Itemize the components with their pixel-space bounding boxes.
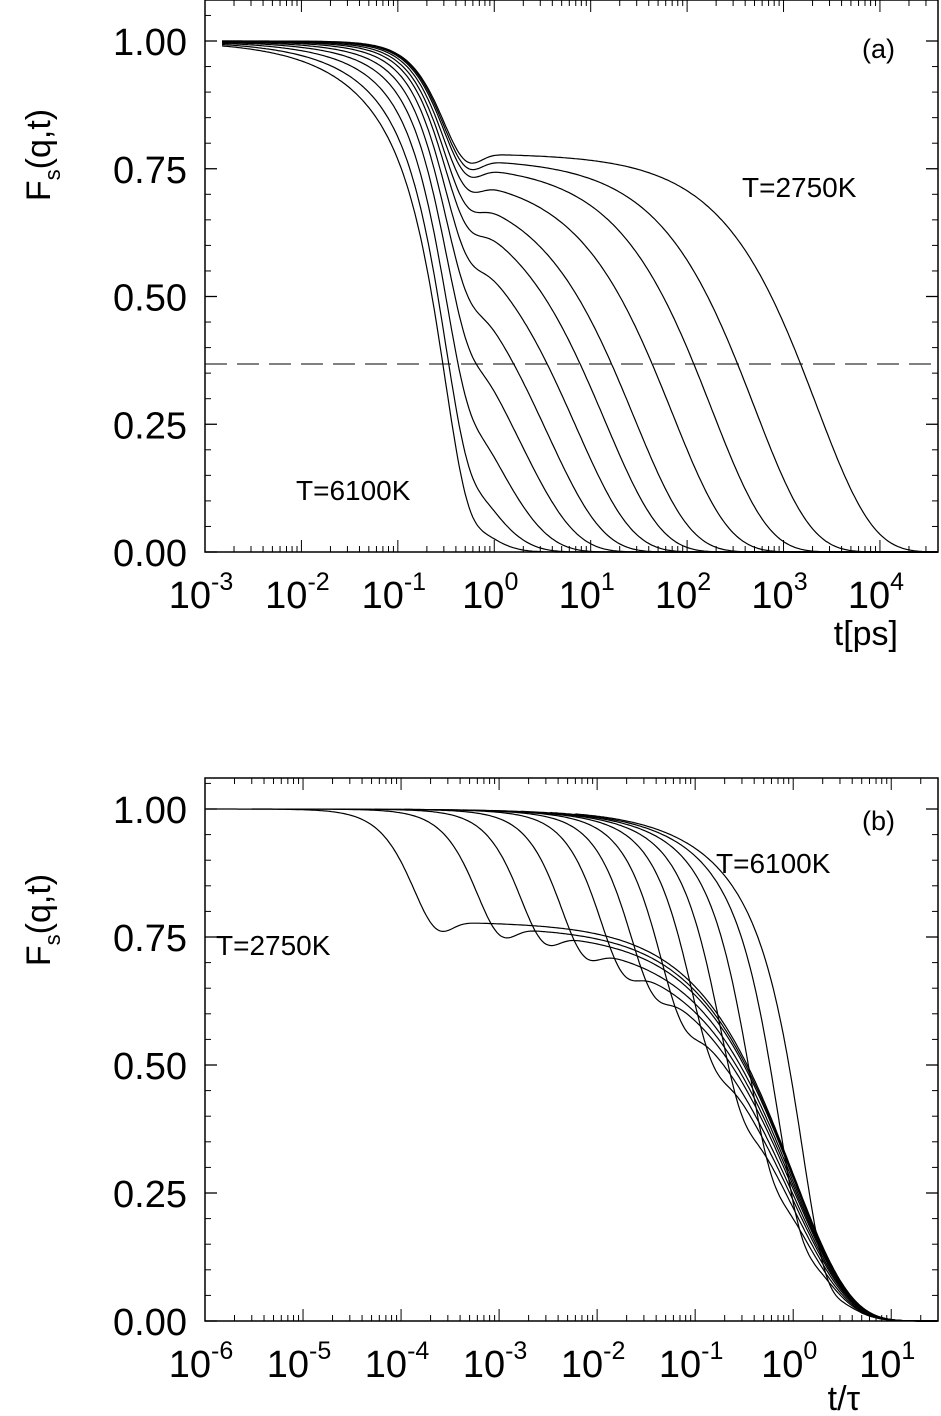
x-tick-base: 10 [265, 575, 307, 617]
x-tick-exponent: 2 [697, 568, 711, 596]
plot-frame-a [204, 0, 939, 553]
x-axis-title-b: t/τ [828, 1380, 861, 1416]
curves-b [206, 808, 938, 1322]
series-curve-7 [404, 808, 938, 1322]
y-tick-label: 0.25 [113, 405, 187, 447]
x-tick-exponent: 3 [794, 568, 808, 596]
x-tick-exponent: -3 [505, 1337, 527, 1365]
x-tick-base: 10 [848, 575, 890, 617]
y-tick-label: 0.00 [113, 1302, 187, 1344]
x-tick-label: 10-1 [659, 1337, 724, 1386]
x-axis-title-a: t[ps] [834, 615, 898, 653]
x-tick-label: 10-4 [365, 1337, 430, 1386]
x-tick-label: 10-3 [169, 568, 234, 617]
y-axis-title-a: Fs(q,t) [20, 109, 65, 201]
y-tick-label: 0.25 [113, 1174, 187, 1216]
y-tick-label: 1.00 [113, 22, 187, 64]
y-tick-label: 0.75 [113, 918, 187, 960]
x-tick-base: 10 [561, 1344, 603, 1386]
y-tick-label: 1.00 [113, 790, 187, 832]
x-tick-label: 103 [751, 568, 807, 617]
series-curve-1 [575, 813, 937, 1322]
curves-a [205, 40, 938, 553]
x-tick-base: 10 [462, 575, 504, 617]
x-tick-base: 10 [169, 575, 211, 617]
panel-b: 10-6 10-5 10-4 10-3 10-2 10-1 100 101 0.000.250… [20, 777, 939, 1416]
x-tick-base: 10 [365, 1344, 407, 1386]
x-tick-exponent: -1 [701, 1337, 723, 1365]
series-curve-6 [433, 809, 938, 1322]
y-tick-label: 0.00 [113, 533, 187, 575]
x-tick-label: 101 [859, 1337, 915, 1386]
x-tick-base: 10 [659, 1344, 701, 1386]
x-tick-label: 10-2 [561, 1337, 626, 1386]
x-tick-exponent: -3 [211, 568, 233, 596]
series-curve-11 [251, 808, 937, 1322]
plot-frame-b [204, 777, 939, 1322]
x-tick-exponent: 0 [504, 568, 518, 596]
panel-label-b: (b) [862, 806, 895, 836]
axis-ticks-a [204, 0, 939, 553]
y-axis-title-b: Fs(q,t) [20, 874, 65, 966]
annotation-high-t-a: T=2750K [742, 172, 857, 203]
x-tick-label: 10-3 [463, 1337, 528, 1386]
x-tick-label: 10-6 [169, 1337, 234, 1386]
x-tick-base: 10 [463, 1344, 505, 1386]
x-tick-exponent: 0 [803, 1337, 817, 1365]
x-tick-base: 10 [169, 1344, 211, 1386]
panel-a: 10-3 10-2 10-1 100 101 102 103 104 0.000.250.50… [20, 0, 939, 653]
x-tick-labels-b: 10-6 10-5 10-4 10-3 10-2 10-1 100 101 [169, 1337, 916, 1386]
series-curve-3 [520, 810, 937, 1322]
y-title-f-a: F [20, 180, 58, 201]
x-tick-exponent: -2 [603, 1337, 625, 1365]
x-tick-base: 10 [751, 575, 793, 617]
y-title-args-b: (q,t) [20, 874, 58, 934]
y-title-args-a: (q,t) [20, 109, 58, 169]
x-tick-base: 10 [761, 1344, 803, 1386]
series-curve-10 [295, 808, 937, 1322]
x-tick-label: 10-2 [265, 568, 330, 617]
x-tick-label: 104 [848, 568, 904, 617]
axis-ticks-b [204, 778, 939, 1322]
x-tick-label: 100 [462, 568, 518, 617]
y-tick-label: 0.50 [113, 1046, 187, 1088]
x-tick-base: 10 [655, 575, 697, 617]
x-tick-exponent: 1 [901, 1337, 915, 1365]
annotation-low-t-b: T=2750K [216, 930, 331, 961]
series-curve-8 [374, 808, 938, 1322]
x-tick-exponent: 4 [890, 568, 904, 596]
x-tick-label: 10-5 [267, 1337, 332, 1386]
x-tick-base: 10 [559, 575, 601, 617]
x-tick-label: 101 [559, 568, 615, 617]
x-tick-exponent: -6 [211, 1337, 233, 1365]
y-tick-label: 0.75 [113, 150, 187, 192]
annotation-high-t-b: T=6100K [716, 848, 831, 879]
x-tick-base: 10 [859, 1344, 901, 1386]
x-tick-label: 102 [655, 568, 711, 617]
series-curve-5 [463, 809, 938, 1322]
y-tick-label: 0.50 [113, 278, 187, 320]
x-tick-labels-a: 10-3 10-2 10-1 100 101 102 103 104 [169, 568, 904, 617]
series-curve-2 [550, 811, 937, 1322]
x-tick-exponent: -4 [407, 1337, 429, 1365]
y-title-sub-a: s [40, 169, 65, 180]
y-tick-labels-b: 0.00 0.25 0.50 0.75 1.00 [113, 790, 187, 1344]
y-title-f-b: F [20, 945, 58, 966]
series-curve-9 [335, 808, 938, 1322]
series-curve-12 [222, 40, 938, 553]
x-tick-exponent: -5 [309, 1337, 331, 1365]
x-tick-exponent: -1 [404, 568, 426, 596]
y-title-sub-b: s [40, 934, 65, 945]
series-curve-12 [206, 808, 934, 1322]
x-tick-label: 10-1 [362, 568, 427, 617]
x-tick-exponent: -2 [307, 568, 329, 596]
y-tick-labels-a: 0.00 0.25 0.50 0.75 1.00 [113, 22, 187, 575]
x-tick-base: 10 [267, 1344, 309, 1386]
annotation-low-t-a: T=6100K [296, 475, 411, 506]
panel-label-a: (a) [862, 34, 895, 64]
x-tick-exponent: 1 [601, 568, 615, 596]
x-tick-base: 10 [362, 575, 404, 617]
x-tick-label: 100 [761, 1337, 817, 1386]
